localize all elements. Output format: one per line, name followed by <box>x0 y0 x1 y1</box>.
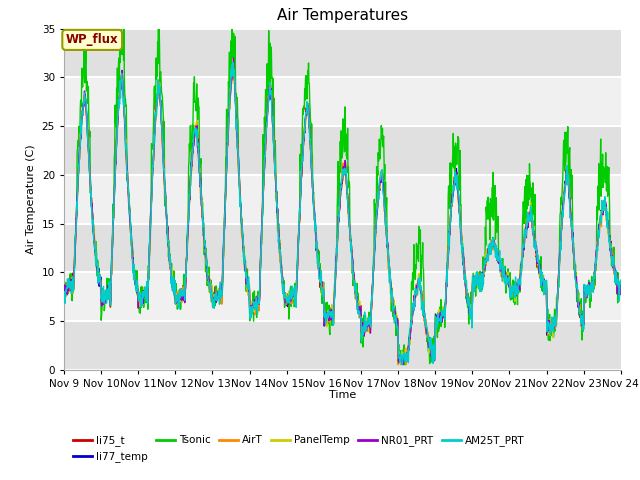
Bar <box>64 321 621 370</box>
Title: Air Temperatures: Air Temperatures <box>277 9 408 24</box>
Bar <box>64 77 621 126</box>
Y-axis label: Air Temperature (C): Air Temperature (C) <box>26 144 36 254</box>
X-axis label: Time: Time <box>329 390 356 400</box>
Bar <box>64 272 621 321</box>
Bar <box>64 126 621 175</box>
Bar <box>64 175 621 224</box>
Text: WP_flux: WP_flux <box>66 34 118 47</box>
Bar <box>64 224 621 272</box>
Bar <box>64 29 621 77</box>
Legend: li75_t, li77_temp, Tsonic, AirT, PanelTemp, NR01_PRT, AM25T_PRT: li75_t, li77_temp, Tsonic, AirT, PanelTe… <box>69 431 529 467</box>
